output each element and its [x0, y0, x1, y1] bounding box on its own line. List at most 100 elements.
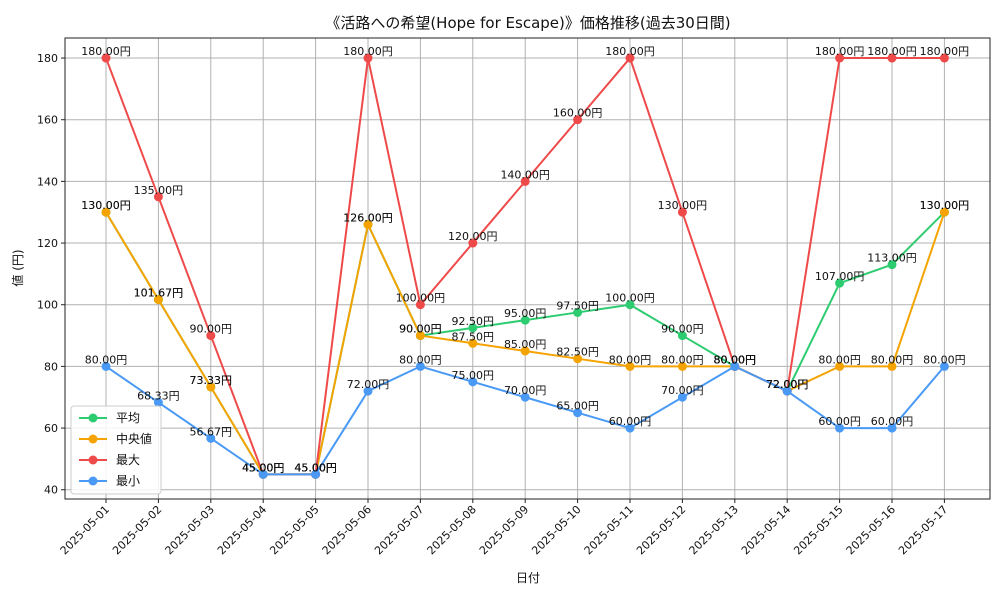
data-label: 130.00円	[81, 199, 131, 212]
data-point	[153, 295, 163, 305]
data-label: 90.00円	[399, 323, 442, 336]
data-label: 45.00円	[242, 461, 285, 474]
legend-label: 最小	[116, 474, 140, 488]
data-label: 80.00円	[923, 353, 966, 366]
data-label: 92.50円	[452, 315, 495, 328]
data-point	[520, 176, 530, 186]
data-point	[939, 361, 949, 371]
data-label: 82.50円	[556, 346, 599, 359]
y-tick-label: 40	[44, 484, 58, 497]
data-point	[835, 53, 845, 63]
legend-box	[70, 405, 162, 495]
data-point	[573, 115, 583, 125]
legend-marker	[88, 413, 98, 423]
data-label: 45.00円	[242, 461, 285, 474]
y-axis-label: 値 (円)	[10, 249, 25, 286]
data-point	[520, 392, 530, 402]
data-label: 72.00円	[766, 378, 809, 391]
data-label: 97.50円	[556, 299, 599, 312]
x-axis-label: 日付	[516, 571, 540, 585]
data-label: 180.00円	[867, 45, 917, 58]
legend-label: 最大	[116, 453, 140, 467]
data-label: 135.00円	[134, 184, 184, 197]
data-label: 140.00円	[500, 168, 550, 181]
data-label: 101.67円	[134, 287, 184, 300]
data-point	[415, 331, 425, 341]
data-label: 45.00円	[242, 461, 285, 474]
data-label: 73.33円	[190, 374, 233, 387]
y-tick-label: 160	[37, 114, 58, 127]
data-point	[311, 469, 321, 479]
data-label: 90.00円	[661, 323, 704, 336]
data-point	[258, 469, 268, 479]
data-point	[887, 423, 897, 433]
data-point	[573, 354, 583, 364]
data-point	[835, 423, 845, 433]
data-point	[468, 238, 478, 248]
data-label: 56.67円	[190, 425, 233, 438]
data-label: 107.00円	[815, 270, 865, 283]
data-point	[677, 331, 687, 341]
data-label: 72.00円	[766, 378, 809, 391]
data-label: 101.67円	[134, 287, 184, 300]
legend-marker	[88, 455, 98, 465]
legend-label: 平均	[116, 411, 140, 425]
data-label: 45.00円	[294, 461, 337, 474]
data-label: 126.00円	[343, 212, 393, 225]
legend-label: 中央値	[116, 431, 152, 446]
data-labels: 130.00円 101.67円 73.33円 45.00円 45.00円 126.00円 9…	[81, 45, 969, 474]
data-label: 95.00円	[504, 307, 547, 320]
data-point	[363, 220, 373, 230]
data-label: 80.00円	[871, 353, 914, 366]
y-tick-label: 120	[37, 237, 58, 250]
data-point	[835, 278, 845, 288]
data-label: 73.33円	[190, 374, 233, 387]
data-label: 80.00円	[714, 353, 757, 366]
data-label: 45.00円	[242, 461, 285, 474]
data-point	[468, 323, 478, 333]
data-point	[573, 408, 583, 418]
data-point	[468, 338, 478, 348]
data-label: 130.00円	[920, 199, 970, 212]
data-point	[625, 300, 635, 310]
y-tick-label: 60	[44, 422, 58, 435]
legend-marker	[88, 434, 98, 444]
data-point	[730, 361, 740, 371]
data-point	[782, 386, 792, 396]
y-tick-label: 80	[44, 360, 58, 373]
data-label: 68.33円	[137, 389, 180, 402]
data-point	[153, 397, 163, 407]
data-label: 120.00円	[448, 230, 498, 243]
data-point	[415, 361, 425, 371]
data-label: 45.00円	[294, 461, 337, 474]
data-point	[153, 192, 163, 202]
chart-title: 《活路への希望(Hope for Escape)》価格推移(過去30日間)	[325, 14, 730, 32]
data-label: 80.00円	[609, 353, 652, 366]
data-label: 60.00円	[609, 415, 652, 428]
data-point	[415, 300, 425, 310]
data-label: 80.00円	[714, 353, 757, 366]
data-label: 70.00円	[661, 384, 704, 397]
data-point	[206, 433, 216, 443]
data-point	[468, 377, 478, 387]
data-label: 100.00円	[396, 292, 446, 305]
data-label: 130.00円	[920, 199, 970, 212]
data-point	[206, 331, 216, 341]
data-label: 80.00円	[85, 353, 128, 366]
data-label: 72.00円	[766, 378, 809, 391]
data-label: 160.00円	[553, 107, 603, 120]
data-label: 180.00円	[815, 45, 865, 58]
data-label: 72.00円	[766, 378, 809, 391]
data-label: 87.50円	[452, 330, 495, 343]
y-tick-label: 140	[37, 175, 58, 188]
data-label: 60.00円	[871, 415, 914, 428]
data-label: 80.00円	[399, 353, 442, 366]
data-label: 126.00円	[343, 212, 393, 225]
data-label: 90.00円	[190, 323, 233, 336]
data-label: 85.00円	[504, 338, 547, 351]
data-label: 72.00円	[347, 378, 390, 391]
y-tick-label: 100	[37, 299, 58, 312]
data-point	[101, 53, 111, 63]
data-point	[939, 53, 949, 63]
